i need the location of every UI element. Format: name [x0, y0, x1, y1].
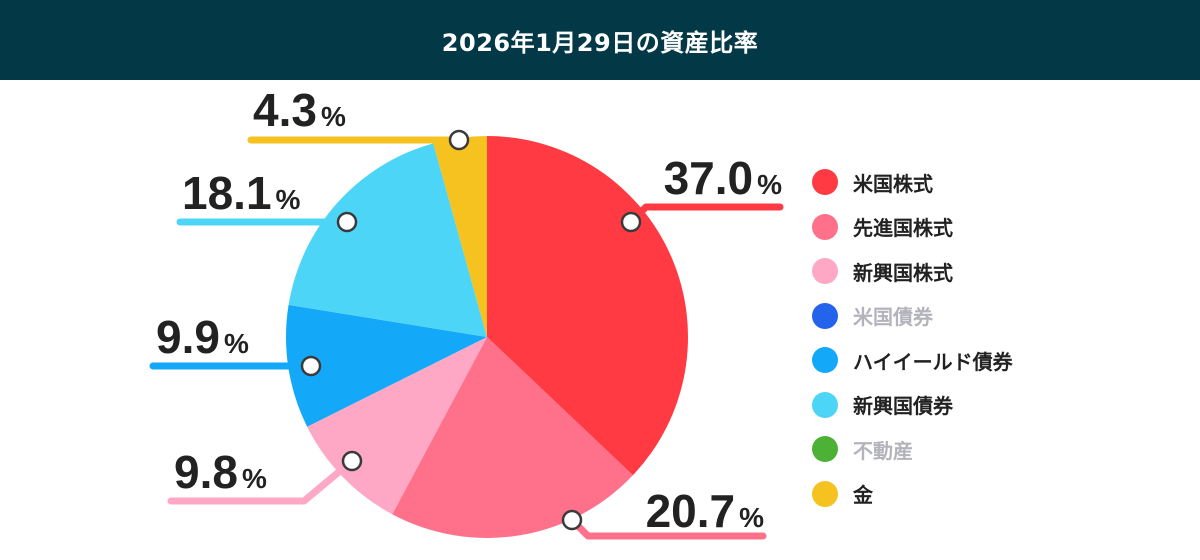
percentage-value: 20.7	[646, 485, 736, 537]
legend-item[interactable]: ハイイールド債券	[812, 338, 1072, 383]
legend-label: 新興国債券	[853, 394, 953, 419]
legend-label: 先進国株式	[853, 216, 953, 241]
percentage-unit: %	[739, 502, 764, 533]
percentage-unit: %	[224, 328, 249, 359]
legend-swatch	[812, 436, 838, 463]
legend-swatch	[812, 258, 838, 285]
pie-slice-4	[288, 143, 487, 337]
legend-swatch	[812, 480, 838, 507]
callout-leaders	[149, 129, 784, 540]
legend-item[interactable]: 不動産	[812, 427, 1072, 472]
percentage-value: 9.9	[156, 311, 220, 363]
legend-swatch	[812, 347, 838, 374]
percentage-value: 18.1	[182, 167, 272, 219]
percentage-value: 9.8	[174, 446, 238, 498]
legend-item[interactable]: 新興国債券	[812, 383, 1072, 428]
legend-item[interactable]: 新興国株式	[812, 249, 1072, 294]
percentage-label-0: 37.0%	[664, 152, 783, 204]
percentage-label-4: 18.1%	[182, 167, 301, 219]
legend-label: ハイイールド債券	[853, 349, 1013, 374]
legend-item[interactable]: 米国債券	[812, 294, 1072, 339]
percentage-unit: %	[321, 101, 346, 132]
callout-dot-0	[620, 211, 642, 233]
legend-item[interactable]: 先進国株式	[812, 205, 1072, 250]
callout-dot-2	[341, 450, 363, 472]
chart-legend: 米国株式先進国株式新興国株式米国債券ハイイールド債券 新興国債券不動産金	[812, 160, 1072, 516]
chart-title: 2026年1月29日の資産比率	[441, 28, 759, 57]
callout-dot-5	[448, 129, 470, 151]
percentage-unit: %	[276, 184, 301, 215]
percentage-label-2: 9.8%	[174, 446, 267, 498]
percentage-labels: 37.0 %20.7 %9.8 %9.9 %18.1 %4.3%	[156, 84, 782, 537]
legend-item[interactable]: 米国株式	[812, 160, 1072, 205]
percentage-unit: %	[757, 169, 782, 200]
percentage-value: 37.0	[664, 152, 754, 204]
percentage-label-5: 4.3%	[253, 84, 346, 136]
legend-item[interactable]: 金	[812, 472, 1072, 517]
legend-swatch	[812, 169, 838, 196]
percentage-label-1: 20.7%	[646, 485, 765, 537]
pie-slice-1	[392, 337, 633, 539]
percentage-unit: %	[242, 463, 267, 494]
callout-line-2	[167, 457, 356, 505]
legend-swatch	[812, 302, 838, 329]
callout-dot-3	[300, 355, 322, 377]
callout-dot-1	[561, 509, 583, 531]
pie-slices	[285, 136, 689, 539]
chart-header: 2026年1月29日の資産比率	[0, 0, 1200, 80]
legend-label: 新興国株式	[853, 260, 953, 285]
callout-dot-4	[336, 211, 358, 233]
percentage-label-3: 9.9%	[156, 311, 249, 363]
legend-label: 不動産	[853, 438, 913, 463]
legend-swatch	[812, 391, 838, 418]
pie-slice-5	[433, 136, 487, 337]
percentage-value: 4.3	[253, 84, 317, 136]
pie-slice-3	[285, 304, 487, 427]
legend-label: 米国株式	[853, 171, 933, 196]
callout-line-0	[627, 203, 784, 226]
legend-label: 米国債券	[853, 305, 933, 330]
legend-label: 金	[853, 483, 873, 508]
legend-swatch	[812, 213, 838, 240]
